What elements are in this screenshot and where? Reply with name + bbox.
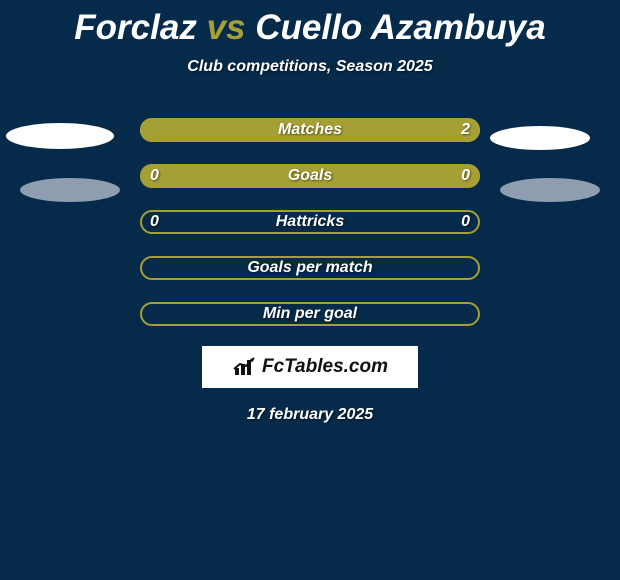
- stat-row-goals: 0 0 Goals: [140, 164, 480, 188]
- stat-right-value: 2: [461, 121, 470, 139]
- stat-label: Matches: [278, 121, 342, 139]
- stat-right-value: 0: [461, 213, 470, 231]
- decor-ellipse-right-bot: [500, 178, 600, 202]
- subtitle: Club competitions, Season 2025: [0, 58, 620, 76]
- decor-ellipse-left-top: [6, 123, 114, 149]
- decor-ellipse-left-bot: [20, 178, 120, 202]
- player1-name: Forclaz: [74, 8, 197, 47]
- badge-text: FcTables.com: [262, 356, 388, 378]
- player2-name: Cuello Azambuya: [255, 8, 545, 47]
- stat-label: Goals per match: [247, 259, 372, 277]
- stat-row-matches: 2 Matches: [140, 118, 480, 142]
- stat-label: Hattricks: [276, 213, 344, 231]
- fctables-badge: FcTables.com: [202, 346, 418, 388]
- date-text: 17 february 2025: [0, 406, 620, 424]
- decor-ellipse-right-top: [490, 126, 590, 150]
- stat-right-value: 0: [461, 167, 470, 185]
- vs-text: vs: [207, 8, 246, 47]
- stat-row-mpg: Min per goal: [140, 302, 480, 326]
- chart-icon: [232, 356, 258, 378]
- stat-row-hattricks: 0 0 Hattricks: [140, 210, 480, 234]
- stat-row-gpm: Goals per match: [140, 256, 480, 280]
- stat-left-value: 0: [150, 167, 159, 185]
- stat-label: Goals: [288, 167, 332, 185]
- stat-left-value: 0: [150, 213, 159, 231]
- page-title: Forclaz vs Cuello Azambuya: [0, 0, 620, 48]
- stat-label: Min per goal: [263, 305, 357, 323]
